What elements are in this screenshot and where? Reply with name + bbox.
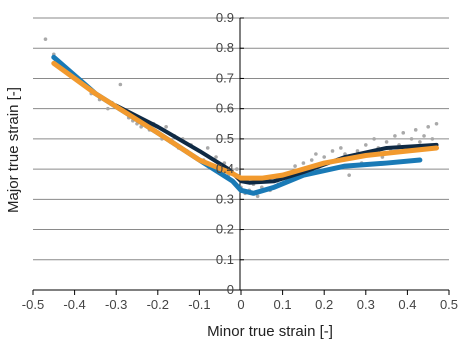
scatter-point-83: [418, 140, 422, 144]
series-line-1: [51, 54, 423, 196]
scatter-point-70: [364, 143, 368, 147]
scatter-point-79: [401, 131, 406, 135]
scatter-point-44: [255, 194, 260, 199]
y-tick-label-1: 0.1: [216, 252, 234, 267]
scatter-point-87: [434, 121, 439, 126]
scatter-point-34: [214, 155, 218, 159]
scatter-point-77: [393, 134, 397, 138]
scatter-point-64: [339, 146, 343, 150]
scatter-point-82: [413, 128, 418, 132]
y-tick-label-2: 0.2: [216, 222, 234, 237]
tick-layer: -0.5 -0.4 -0.3 -0.2 -0.1 0 0.1 0.2 0.3 0.4 0.5 0 0.1…: [22, 10, 458, 312]
series-line-2: [114, 103, 439, 185]
scatter-point-9: [106, 106, 110, 111]
scatter-point-58: [314, 152, 318, 156]
x-tick-label-9: 0.4: [398, 297, 416, 312]
scatter-point-62: [330, 149, 335, 153]
y-tick-label-0: 0: [227, 282, 234, 297]
x-tick-label-6: 0.1: [274, 297, 292, 312]
scatter-layer: [43, 37, 439, 199]
scatter-point-55: [301, 161, 306, 165]
series-line-3: [51, 60, 440, 181]
y-axis-title: Major true strain [-]: [5, 87, 22, 213]
scatter-point-60: [322, 155, 327, 159]
x-tick-label-2: -0.3: [105, 297, 127, 312]
scatter-point-22: [164, 125, 168, 129]
scatter-point-86: [430, 137, 435, 141]
y-tick-label-5: 0.5: [216, 131, 234, 146]
y-tick-label-6: 0.6: [216, 101, 234, 116]
scatter-point-16: [139, 125, 143, 129]
x-tick-label-5: 0: [237, 297, 244, 312]
x-axis-title: Minor true strain [-]: [207, 323, 333, 340]
scatter-point-68: [355, 149, 360, 153]
scatter-point-53: [293, 164, 297, 168]
y-tick-label-3: 0.3: [216, 191, 234, 206]
scatter-point-66: [347, 173, 351, 177]
scatter-point-84: [422, 134, 426, 138]
scatter-point-72: [372, 137, 376, 141]
scatter-point-39: [235, 167, 239, 171]
scatter-point-0: [43, 37, 48, 41]
x-tick-label-0: -0.5: [22, 297, 44, 312]
scatter-point-81: [409, 137, 414, 141]
x-tick-label-1: -0.4: [63, 297, 85, 312]
scatter-point-57: [309, 158, 314, 162]
y-tick-label-9: 0.9: [216, 10, 234, 25]
scatter-point-11: [118, 82, 123, 87]
y-tick-label-8: 0.8: [216, 40, 234, 55]
scatter-point-85: [426, 125, 431, 129]
x-tick-label-10: 0.5: [440, 297, 458, 312]
y-tick-label-7: 0.7: [216, 70, 234, 85]
scatter-point-75: [384, 140, 389, 144]
x-tick-label-8: 0.3: [357, 297, 375, 312]
line-layer: [51, 54, 440, 196]
x-tick-label-7: 0.2: [315, 297, 333, 312]
y-tick-label-4: 0.4: [216, 161, 234, 176]
x-tick-label-4: -0.1: [188, 297, 210, 312]
x-tick-label-3: -0.2: [147, 297, 169, 312]
scatter-point-32: [205, 146, 210, 150]
